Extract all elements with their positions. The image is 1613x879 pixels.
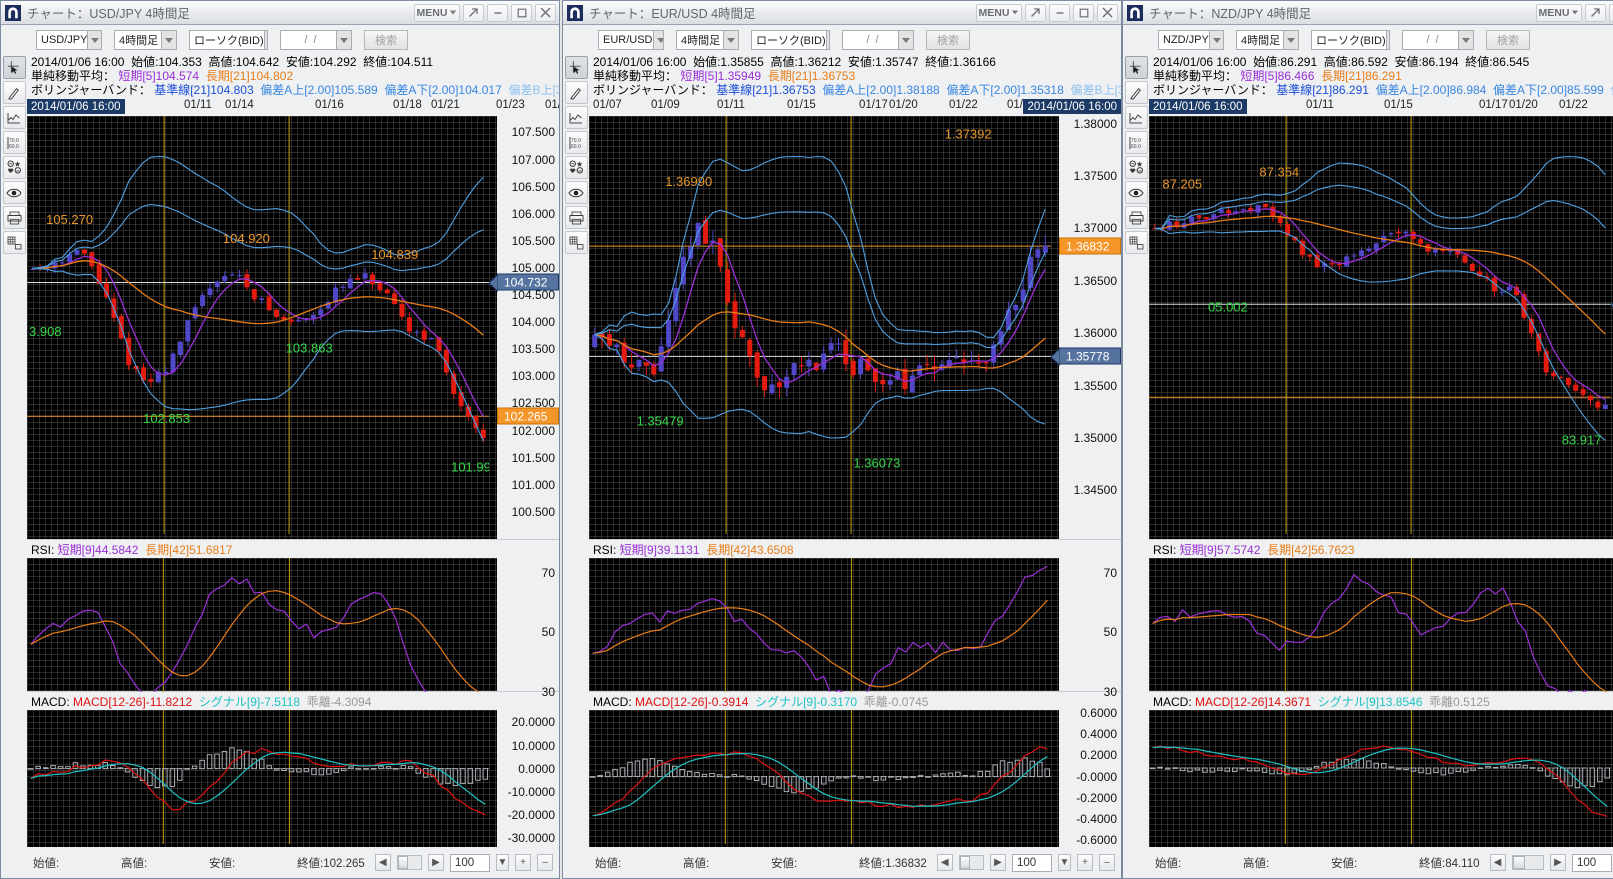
svg-text:1.35479: 1.35479 xyxy=(637,414,684,429)
svg-text:3.908: 3.908 xyxy=(29,324,62,339)
svg-text:1.37392: 1.37392 xyxy=(945,127,992,142)
svg-text:101.999: 101.999 xyxy=(451,460,489,475)
svg-text:105.270: 105.270 xyxy=(46,212,93,227)
svg-text:102.853: 102.853 xyxy=(143,411,190,426)
svg-text:60.0: 60.0 xyxy=(571,144,581,150)
svg-text:1.36073: 1.36073 xyxy=(853,456,900,471)
svg-text:60.0: 60.0 xyxy=(1131,144,1141,150)
svg-text:05.002: 05.002 xyxy=(1208,300,1248,315)
svg-text:87.205: 87.205 xyxy=(1162,176,1202,191)
svg-text:104.839: 104.839 xyxy=(371,247,418,262)
svg-text:60.0: 60.0 xyxy=(9,144,19,150)
svg-text:103.863: 103.863 xyxy=(286,340,333,355)
svg-text:83.917: 83.917 xyxy=(1562,432,1602,447)
svg-text:87.354: 87.354 xyxy=(1259,165,1299,180)
svg-text:1.36990: 1.36990 xyxy=(665,174,712,189)
svg-text:104.920: 104.920 xyxy=(223,231,270,246)
